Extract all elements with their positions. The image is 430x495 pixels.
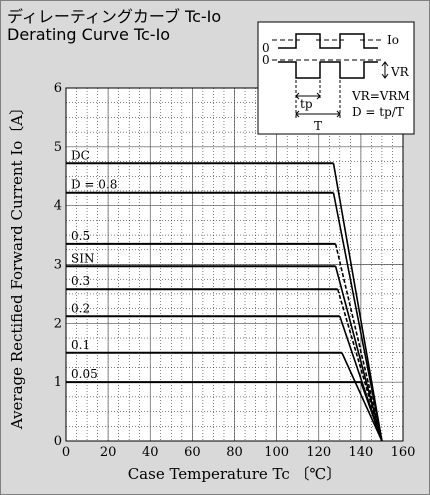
curve-derating-segment — [360, 381, 383, 442]
chart-title-japanese: ディレーティングカーブ Tc-Io — [7, 7, 222, 26]
x-tick-label: 20 — [100, 445, 117, 460]
curve-series: 0.05 — [66, 367, 383, 442]
inset-eq-vr: VR=VRM — [351, 89, 410, 103]
y-tick-label: 5 — [54, 140, 62, 155]
x-tick-label: 0 — [62, 445, 70, 460]
inset-tp-label: tp — [300, 97, 313, 111]
inset-io-label: Io — [387, 33, 399, 47]
curve-label: DC — [71, 148, 90, 162]
curve-series: D = 0.8 — [66, 178, 383, 442]
curve-label: 0.05 — [71, 367, 98, 381]
x-tick-label: 60 — [184, 445, 201, 460]
curve-series: 0.1 — [66, 338, 383, 442]
x-axis-ticks: 0 20 40 60 80 100 120 140 160 — [62, 445, 416, 460]
curve-label: 0.5 — [71, 229, 90, 243]
inset-zero-bottom: 0 — [262, 53, 270, 67]
x-axis-label: Case Temperature Tc 〔℃〕 — [128, 465, 342, 483]
inset-eq-d: D = tp/T — [352, 105, 404, 119]
chart-title-english: Derating Curve Tc-Io — [7, 25, 171, 44]
x-tick-label: 160 — [391, 445, 416, 460]
x-tick-label: 40 — [142, 445, 159, 460]
x-tick-label: 140 — [348, 445, 373, 460]
inset-zero-top: 0 — [262, 41, 270, 55]
y-tick-label: 2 — [54, 316, 62, 331]
waveform-inset: 0 0 Io VR tp T VR=VRM D = tp/T — [257, 21, 415, 135]
curve-series: 0.3 — [66, 274, 383, 442]
curves: DC D = 0.8 0.5 SIN 0.3 0.2 0.1 0.05 — [66, 148, 383, 442]
curve-series: DC — [66, 148, 383, 442]
inset-vr-label: VR — [390, 65, 410, 79]
curve-series: 0.5 — [66, 229, 383, 442]
y-tick-label: 1 — [54, 375, 62, 390]
inset-io-waveform — [278, 33, 378, 49]
curve-label: 0.2 — [71, 301, 90, 315]
curve-derating-segment — [332, 163, 383, 442]
inset-vr-arrow — [381, 61, 389, 79]
inset-guides — [295, 80, 341, 118]
curve-label: D = 0.8 — [71, 178, 117, 192]
curve-derating-segment — [341, 352, 383, 442]
curve-derating-segment — [336, 288, 383, 442]
inset-vr-waveform — [278, 61, 378, 79]
curve-label: 0.1 — [71, 338, 90, 352]
x-tick-label: 100 — [264, 445, 289, 460]
y-axis-ticks: 0 1 2 3 4 5 6 — [54, 81, 62, 449]
y-axis-label: Average Rectified Forward Current Io〔A〕 — [8, 100, 26, 430]
x-tick-label: 80 — [226, 445, 243, 460]
curve-derating-segment — [334, 243, 383, 442]
y-tick-label: 6 — [54, 81, 62, 96]
inset-t-label: T — [314, 119, 322, 133]
inset-t-arrow — [295, 110, 341, 118]
curve-label: 0.3 — [71, 274, 90, 288]
plot-frame — [65, 87, 404, 442]
curve-label: SIN — [71, 251, 94, 265]
y-tick-label: 4 — [54, 199, 62, 214]
inset-frame — [257, 21, 415, 135]
y-tick-label: 0 — [54, 434, 62, 449]
y-tick-label: 3 — [54, 258, 62, 273]
x-tick-label: 120 — [306, 445, 331, 460]
curve-derating-segment — [332, 192, 383, 442]
